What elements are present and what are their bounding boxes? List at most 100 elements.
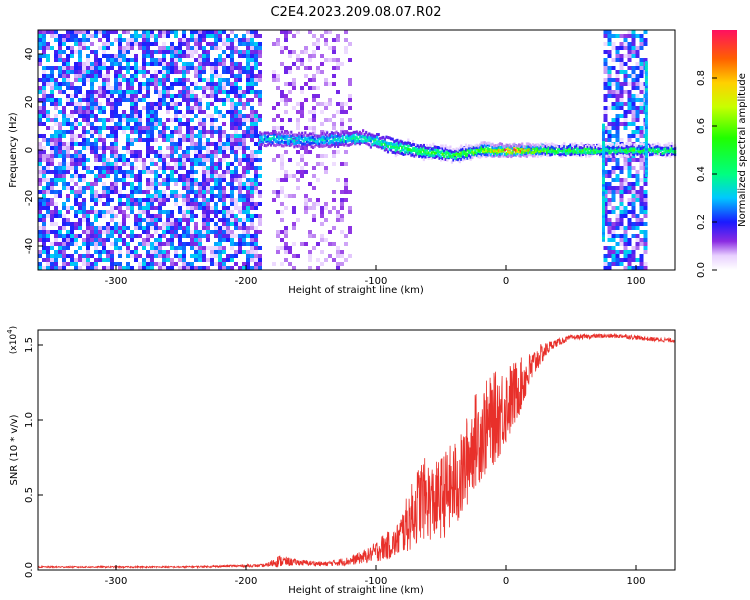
spectrogram-cell: [154, 218, 158, 222]
spectrogram-cell: [202, 130, 206, 134]
spectrogram-cell: [90, 74, 94, 78]
spectrogram-cell: [190, 38, 194, 42]
spectrogram-streak-cell: [644, 130, 648, 134]
spectrogram-cell: [178, 54, 182, 58]
spectrogram-cell: [308, 30, 312, 34]
spectrogram-cell: [238, 222, 242, 226]
spectrogram-cell: [332, 82, 336, 86]
spectrogram-ridge-cell: [349, 138, 352, 142]
spectrogram-cell: [50, 254, 54, 258]
spectrogram-cell: [46, 246, 50, 250]
spectrogram-streak-cell: [602, 157, 605, 161]
spectrogram-ridge-cell: [427, 151, 430, 155]
spectrogram-cell: [42, 50, 46, 54]
spectrogram-cell: [134, 122, 138, 126]
spectrogram-ridge-cell: [558, 153, 561, 157]
spectrogram-cell: [222, 222, 226, 226]
spectrogram-cell: [74, 174, 78, 178]
spectrogram-cell: [627, 174, 632, 178]
spectrogram-cell: [146, 54, 150, 58]
spectrogram-cell: [190, 34, 194, 38]
spectrogram-cell: [170, 266, 174, 270]
spectrogram-cell: [118, 86, 122, 90]
spectrogram-cell: [238, 190, 242, 194]
spectrogram-ridge-cell: [463, 156, 466, 160]
spectrogram-cell: [288, 82, 292, 86]
spectrogram-ridge-cell: [639, 149, 642, 153]
spectrogram-cell: [78, 90, 82, 94]
spectrogram-cell: [230, 182, 234, 186]
spectrogram-cell: [166, 106, 170, 110]
spectrogram-cell: [166, 178, 170, 182]
spectrogram-cell: [292, 254, 296, 258]
spectrogram-ridge-cell: [461, 147, 464, 151]
spectrogram-cell: [635, 194, 640, 198]
spectrogram-ridge-cell: [273, 132, 276, 136]
spectrogram-cell: [54, 234, 58, 238]
spectrogram-ridge-cell: [413, 154, 416, 158]
spectrogram-cell: [50, 98, 54, 102]
spectrogram-cell: [154, 238, 158, 242]
spectrogram-cell: [90, 126, 94, 130]
spectrogram-cell: [603, 190, 608, 194]
spectrogram-cell: [62, 58, 66, 62]
spectrogram-ridge-cell: [591, 143, 594, 147]
spectrogram-cell: [50, 158, 54, 162]
spectrogram-cell: [122, 162, 126, 166]
spectrogram-cell: [42, 42, 46, 46]
spectrogram-cell: [126, 250, 130, 254]
spectrogram-ridge-cell: [299, 145, 302, 149]
spectrogram-ridge-cell: [647, 148, 650, 152]
spectrogram-cell: [242, 202, 246, 206]
spectrogram-cell: [312, 206, 316, 210]
spectrogram-ridge-cell: [610, 147, 613, 151]
spectrogram-cell: [74, 94, 78, 98]
spectrogram-cell: [304, 146, 308, 150]
spectrogram-cell: [46, 138, 50, 142]
spectrogram-ridge-cell: [366, 138, 369, 142]
spectrogram-cell: [178, 158, 182, 162]
spectrogram-cell: [272, 190, 276, 194]
spectrogram-ridge-cell: [525, 152, 528, 155]
spectrogram-cell: [114, 74, 118, 78]
spectrogram-cell: [280, 46, 284, 50]
spectrogram-cell: [202, 126, 206, 130]
spectrogram-cell: [94, 178, 98, 182]
spectrogram-ridge-cell: [641, 142, 644, 146]
spectrogram-ridge-cell: [366, 135, 369, 139]
spectrogram-cell: [182, 194, 186, 198]
spectrogram-cell: [308, 66, 312, 70]
spectrogram-cell: [639, 238, 644, 242]
spectrogram-ridge-cell: [376, 142, 379, 146]
spectrogram-cell: [50, 218, 54, 222]
spectrogram-cell: [90, 70, 94, 74]
spectrogram-cell: [98, 170, 102, 174]
spectrogram-ridge-cell: [365, 135, 368, 139]
spectrogram-cell: [214, 82, 218, 86]
spectrogram-ridge-cell: [535, 152, 538, 156]
spectrogram-streak-cell: [644, 118, 648, 122]
spectrogram-cell: [166, 182, 170, 186]
spectrogram-cell: [66, 30, 70, 34]
spectrogram-cell: [102, 78, 106, 82]
spectrogram-cell: [38, 106, 42, 110]
spectrogram-cell: [62, 250, 66, 254]
spectrogram-cell: [74, 214, 78, 218]
spectrogram-cell: [218, 86, 222, 90]
spectrogram-streak-cell: [644, 147, 648, 151]
spectrogram-cell: [158, 266, 162, 270]
spectrogram-cell: [42, 198, 46, 202]
spectrogram-cell: [174, 106, 178, 110]
spectrogram-ridge-cell: [319, 134, 322, 138]
spectrogram-ridge-cell: [485, 142, 488, 146]
spectrogram-cell: [635, 182, 640, 186]
spectrogram-ridge-cell: [262, 138, 265, 142]
spectrogram-ridge-cell: [357, 137, 360, 141]
spectrogram-cell: [276, 154, 280, 158]
spectrogram-cell: [38, 234, 42, 238]
spectrogram-cell: [86, 210, 90, 214]
spectrogram-ridge-cell: [383, 148, 386, 152]
spectrogram-streak-cell: [644, 123, 648, 127]
spectrogram-cell: [603, 198, 608, 202]
spectrogram-ridge-cell: [416, 147, 419, 151]
